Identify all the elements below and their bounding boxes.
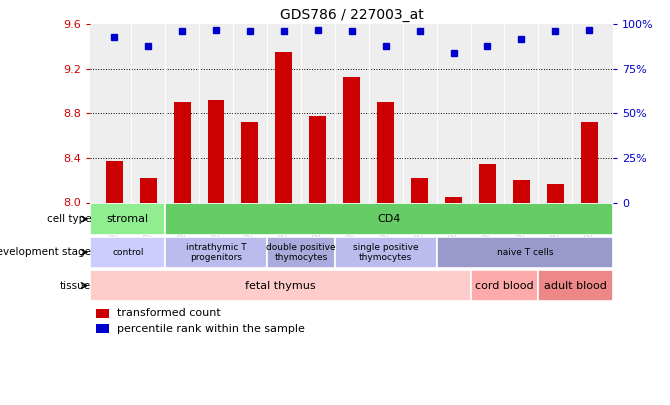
Bar bbox=[96, 309, 109, 318]
Text: tissue: tissue bbox=[60, 281, 91, 290]
Bar bbox=[96, 324, 109, 333]
Text: control: control bbox=[112, 248, 143, 257]
Text: adult blood: adult blood bbox=[544, 281, 607, 290]
Bar bbox=[343, 77, 360, 202]
Text: percentile rank within the sample: percentile rank within the sample bbox=[117, 324, 304, 334]
FancyBboxPatch shape bbox=[165, 203, 613, 235]
FancyBboxPatch shape bbox=[437, 237, 613, 268]
FancyBboxPatch shape bbox=[90, 237, 165, 268]
Title: GDS786 / 227003_at: GDS786 / 227003_at bbox=[280, 8, 423, 22]
Text: single positive
thymocytes: single positive thymocytes bbox=[353, 243, 419, 262]
Text: cord blood: cord blood bbox=[475, 281, 534, 290]
FancyBboxPatch shape bbox=[165, 237, 267, 268]
FancyBboxPatch shape bbox=[90, 270, 470, 301]
Text: naive T cells: naive T cells bbox=[496, 248, 553, 257]
Bar bbox=[310, 116, 326, 202]
Bar bbox=[581, 122, 598, 202]
Text: development stage: development stage bbox=[0, 247, 91, 257]
Bar bbox=[479, 164, 496, 202]
Bar bbox=[275, 52, 292, 202]
FancyBboxPatch shape bbox=[470, 270, 539, 301]
Bar bbox=[547, 183, 564, 202]
Text: stromal: stromal bbox=[107, 214, 149, 224]
Bar bbox=[513, 180, 530, 202]
Bar bbox=[445, 197, 462, 202]
FancyBboxPatch shape bbox=[90, 203, 165, 235]
Text: intrathymic T
progenitors: intrathymic T progenitors bbox=[186, 243, 247, 262]
FancyBboxPatch shape bbox=[267, 237, 335, 268]
Bar bbox=[106, 161, 123, 202]
Bar bbox=[208, 100, 224, 202]
Text: transformed count: transformed count bbox=[117, 308, 220, 318]
Bar bbox=[411, 178, 428, 202]
FancyBboxPatch shape bbox=[335, 237, 437, 268]
Text: double positive
thymocytes: double positive thymocytes bbox=[266, 243, 336, 262]
FancyBboxPatch shape bbox=[539, 270, 613, 301]
Bar bbox=[139, 178, 157, 202]
Text: CD4: CD4 bbox=[377, 214, 401, 224]
Text: cell type: cell type bbox=[46, 214, 91, 224]
Bar bbox=[377, 102, 394, 202]
Text: fetal thymus: fetal thymus bbox=[245, 281, 316, 290]
Bar bbox=[174, 102, 190, 202]
Bar bbox=[241, 122, 259, 202]
